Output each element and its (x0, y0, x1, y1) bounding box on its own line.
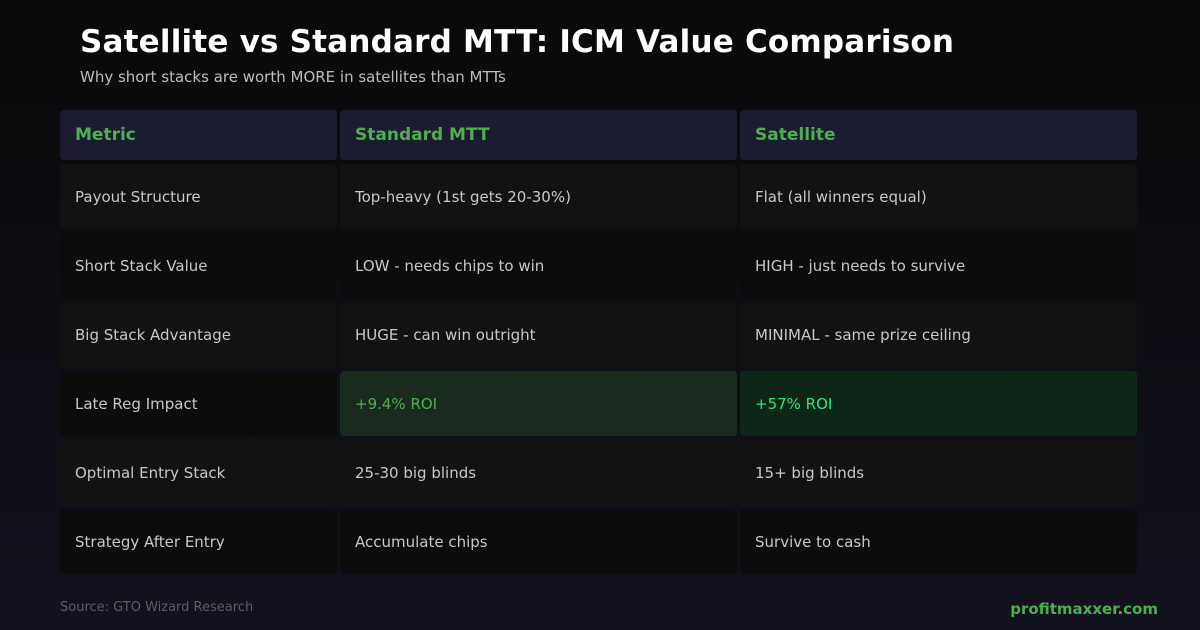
mtt-cell: Accumulate chips (340, 509, 737, 574)
column-header-standard-mtt: Standard MTT (340, 110, 737, 160)
mtt-roi-highlight-cell: +9.4% ROI (340, 371, 737, 436)
metric-cell: Big Stack Advantage (60, 302, 337, 367)
column-header-satellite: Satellite (740, 110, 1137, 160)
metric-cell: Payout Structure (60, 164, 337, 229)
mtt-cell: 25-30 big blinds (340, 440, 737, 505)
page-subtitle: Why short stacks are worth MORE in satel… (80, 68, 506, 86)
satellite-cell: Flat (all winners equal) (740, 164, 1137, 229)
brand-watermark: profitmaxxer.com (1010, 600, 1158, 618)
satellite-cell: 15+ big blinds (740, 440, 1137, 505)
metric-cell: Late Reg Impact (60, 371, 337, 436)
mtt-cell: HUGE - can win outright (340, 302, 737, 367)
mtt-cell: Top-heavy (1st gets 20-30%) (340, 164, 737, 229)
page-title: Satellite vs Standard MTT: ICM Value Com… (80, 24, 955, 60)
satellite-cell: MINIMAL - same prize ceiling (740, 302, 1137, 367)
satellite-roi-highlight-cell: +57% ROI (740, 371, 1137, 436)
metric-cell: Strategy After Entry (60, 509, 337, 574)
source-note: Source: GTO Wizard Research (60, 600, 254, 615)
satellite-cell: HIGH - just needs to survive (740, 233, 1137, 298)
satellite-cell: Survive to cash (740, 509, 1137, 574)
metric-cell: Optimal Entry Stack (60, 440, 337, 505)
mtt-cell: LOW - needs chips to win (340, 233, 737, 298)
comparison-table: Metric Standard MTT Satellite Payout Str… (60, 110, 1137, 574)
column-header-metric: Metric (60, 110, 337, 160)
metric-cell: Short Stack Value (60, 233, 337, 298)
